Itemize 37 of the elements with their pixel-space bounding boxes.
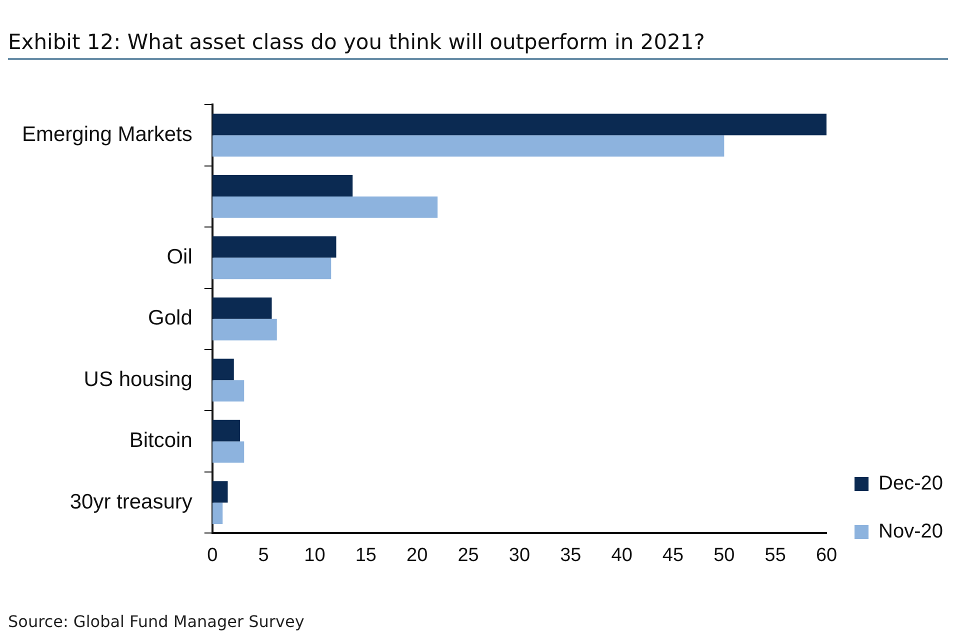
x-tick-label: 15	[355, 544, 376, 566]
bar	[212, 114, 827, 136]
y-tick-label: Emerging Markets	[22, 123, 192, 146]
bar	[212, 175, 353, 196]
chart-title: Exhibit 12: What asset class do you think will outperform in 2021?	[8, 30, 948, 60]
bar	[212, 236, 336, 258]
bar	[212, 441, 244, 463]
source-note: Source: Global Fund Manager Survey	[8, 612, 304, 631]
bar	[212, 502, 223, 524]
bar	[212, 135, 724, 157]
y-tick-label: US housing	[84, 368, 192, 391]
x-tick-label: 40	[611, 544, 632, 566]
x-tick-label: 0	[207, 544, 218, 566]
x-tick-label: 10	[304, 544, 326, 566]
x-tick-label: 5	[258, 544, 269, 566]
legend-label: Dec-20	[878, 472, 944, 495]
y-tick-label: 30yr treasury	[70, 490, 193, 514]
legend-label: Nov-20	[878, 520, 944, 543]
bar	[212, 358, 234, 380]
y-tick-label: Bitcoin	[129, 429, 192, 452]
x-tick-label: 60	[816, 544, 838, 566]
x-tick-label: 55	[764, 544, 786, 566]
bar	[212, 318, 277, 340]
bar	[212, 380, 244, 402]
x-tick-label: 25	[458, 544, 479, 566]
x-tick-label: 50	[714, 544, 735, 566]
bar	[212, 297, 272, 319]
bar	[212, 196, 438, 218]
x-tick-label: 35	[560, 544, 582, 566]
x-tick-label: 30	[508, 544, 530, 566]
x-tick-label: 45	[662, 544, 684, 566]
bar	[212, 258, 332, 280]
x-tick-label: 20	[406, 544, 428, 566]
y-tick-label: Oil	[166, 245, 192, 268]
bar	[212, 481, 228, 503]
y-tick-label: Gold	[148, 306, 192, 330]
bar	[212, 420, 240, 442]
